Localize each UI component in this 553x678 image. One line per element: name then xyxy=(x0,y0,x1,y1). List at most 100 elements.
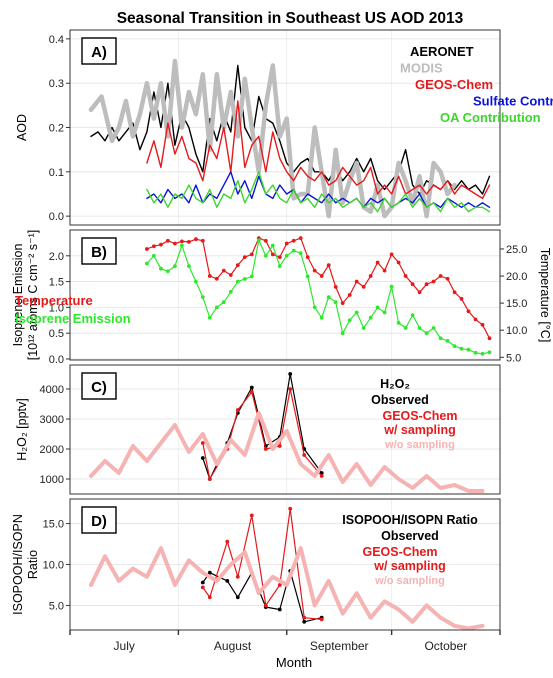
data-point xyxy=(459,346,464,351)
x-tick-label: July xyxy=(114,639,135,653)
legend-entry: OA Contribution xyxy=(440,110,541,125)
data-point xyxy=(194,279,198,284)
plot-frame xyxy=(69,364,501,495)
data-point xyxy=(194,237,198,242)
panel-2: 0.0 0.5 1.0 1.5 2.0 Isoprene Emission [10¹² at… xyxy=(11,229,552,366)
plot-frame xyxy=(69,229,501,361)
data-point xyxy=(326,295,331,299)
data-point xyxy=(159,266,163,271)
data-point xyxy=(445,276,450,281)
right-y-tick-label: 10.0 xyxy=(506,325,527,337)
data-point xyxy=(152,253,156,258)
data-point xyxy=(235,279,240,284)
data-point xyxy=(187,240,191,244)
data-point xyxy=(424,282,429,287)
y-tick-label: 4000 xyxy=(40,384,64,396)
legend-entry: Sulfate Contribution xyxy=(473,94,553,109)
series-line-geos-chem xyxy=(146,100,491,200)
data-point xyxy=(207,315,212,320)
y-tick-label: 2000 xyxy=(40,444,64,456)
data-point xyxy=(340,301,345,305)
data-point xyxy=(354,279,359,284)
y-tick-label: 15.0 xyxy=(43,519,64,531)
data-point xyxy=(242,255,247,259)
data-point xyxy=(200,580,205,585)
data-point xyxy=(480,351,485,356)
data-point xyxy=(284,241,289,246)
data-point xyxy=(452,344,457,348)
panel-1: 0.0 0.1 0.2 0.3 0.4 AOD A) AERONET MODISGEOS-Che… xyxy=(15,29,553,226)
data-point xyxy=(368,274,373,278)
data-point xyxy=(305,255,310,259)
data-point xyxy=(389,284,394,289)
y-axis: 0.0 0.1 0.2 0.3 0.4 AOD xyxy=(15,34,70,223)
data-point xyxy=(180,239,184,244)
y-tick-label: 1000 xyxy=(40,474,64,486)
legend-entry: w/ sampling xyxy=(373,559,446,573)
series-line-w-o-sampling xyxy=(89,411,485,493)
data-point xyxy=(200,441,205,445)
data-point xyxy=(166,269,170,274)
data-point xyxy=(291,238,296,243)
series-line-oa-contribution xyxy=(146,171,491,213)
series-group xyxy=(89,506,485,631)
data-point xyxy=(288,387,293,391)
data-point xyxy=(200,585,205,590)
panel-label-box xyxy=(81,506,117,534)
data-point xyxy=(375,260,380,265)
data-point xyxy=(312,305,317,310)
right-y-axis: 5.0 10.0 15.0 20.0 25.0 Temperature [°C] xyxy=(500,244,552,364)
data-point xyxy=(263,238,268,243)
legend-entry: Temperature xyxy=(15,293,93,308)
legend-entry: GEOS-Chem xyxy=(362,545,437,559)
data-point xyxy=(235,408,240,412)
data-point xyxy=(382,310,387,315)
y-axis: 5.0 10.0 15.0 ISOPOOH/ISOPN Ratio xyxy=(11,514,70,615)
plot-background xyxy=(70,230,500,360)
plot-background xyxy=(70,365,500,494)
legend-entry: w/o sampling xyxy=(374,575,445,587)
legend-entry: Observed xyxy=(371,393,429,407)
data-point xyxy=(152,244,156,249)
series-group xyxy=(89,372,485,493)
data-point xyxy=(319,274,324,278)
y-tick-label: 10.0 xyxy=(43,560,64,572)
panel-3: 1000 2000 3000 4000 H₂O₂ [pptv] C) H₂O₂ Observe… xyxy=(15,364,501,495)
data-point xyxy=(277,444,282,448)
data-point xyxy=(302,615,307,620)
legend-title: ISOPOOH/ISOPN Ratio xyxy=(342,513,478,527)
series-line-w-o-sampling xyxy=(89,546,485,631)
data-point xyxy=(145,261,149,266)
data-point xyxy=(298,236,303,241)
data-point xyxy=(263,603,268,608)
data-point xyxy=(249,274,254,279)
data-point xyxy=(263,447,268,451)
data-point xyxy=(396,260,401,265)
y-axis: 0.0 0.5 1.0 1.5 2.0 Isoprene Emission [10¹² at… xyxy=(11,230,70,366)
data-point xyxy=(361,285,366,289)
x-axis-label: Month xyxy=(276,655,312,670)
data-point xyxy=(249,252,254,257)
x-axis: July August September October xyxy=(69,630,501,653)
data-point xyxy=(221,268,226,273)
legend-entry: w/o sampling xyxy=(384,439,455,451)
y-tick-label: 0.0 xyxy=(49,211,64,223)
y-tick-label: 0.1 xyxy=(49,167,64,179)
data-point xyxy=(235,574,240,579)
panel-label-box xyxy=(81,372,117,400)
data-point xyxy=(410,313,415,317)
y-tick-label: 5.0 xyxy=(49,600,64,612)
data-point xyxy=(459,296,464,301)
data-point xyxy=(403,274,408,278)
legend-title: H₂O₂ xyxy=(380,377,410,391)
data-point xyxy=(298,251,303,256)
data-point xyxy=(431,279,436,284)
data-point xyxy=(466,309,471,314)
data-point xyxy=(487,336,492,341)
data-point xyxy=(270,243,275,248)
y-axis-label-line2: [10¹² atoms C cm⁻² s⁻¹] xyxy=(26,230,40,361)
